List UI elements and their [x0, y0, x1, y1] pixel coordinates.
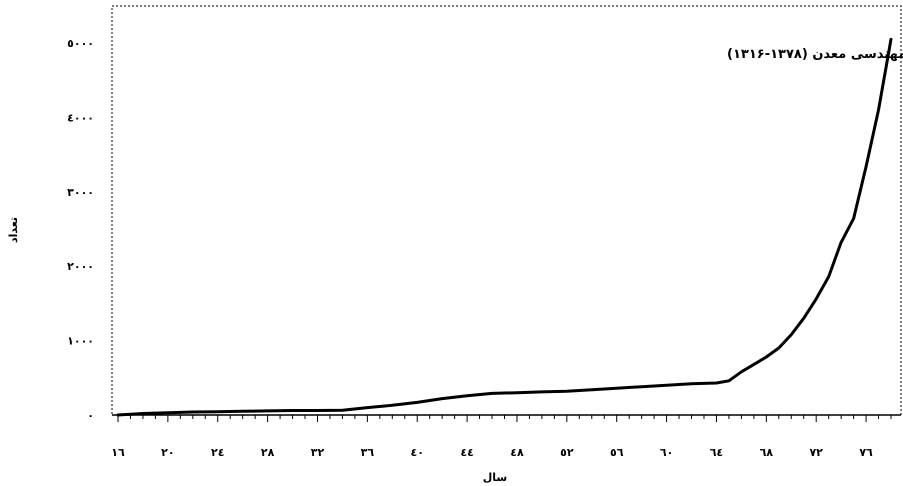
y-tick-label: ۱۰۰۰ [67, 335, 94, 348]
y-tick-label: ٥۰۰۰ [67, 37, 94, 50]
x-tick-label: ۳۲ [311, 446, 325, 459]
plot-frame [111, 5, 902, 416]
x-minor-ticks [117, 415, 892, 422]
x-tick-label: ٥۲ [560, 446, 574, 459]
y-tick-label: ۲۰۰۰ [67, 260, 94, 273]
x-tick-label: ٥٦ [610, 446, 624, 459]
x-tick-label: ۲۸ [261, 446, 275, 459]
x-tick-label: ٦٤ [710, 446, 723, 459]
x-tick-label: ۲٤ [211, 446, 224, 459]
y-tick-label: ۰ [87, 409, 94, 422]
y-tick-label: ٤۰۰۰ [67, 111, 94, 124]
x-tick-label: ٦۸ [760, 446, 774, 459]
x-tick-label: ۷۲ [809, 446, 823, 459]
series-line [116, 37, 893, 417]
x-tick-label: ٤۸ [510, 446, 524, 459]
x-tick-label: ۲۰ [161, 446, 174, 459]
y-tick-label: ۳۰۰۰ [67, 186, 94, 199]
y-tick-labels: ۰ ۱۰۰۰ ۲۰۰۰ ۳۰۰۰ ٤۰۰۰ ٥۰۰۰ [67, 37, 94, 422]
x-tick-label: ٦۰ [660, 446, 673, 459]
x-tick-label: ٤٤ [460, 446, 473, 459]
y-axis-title: تعداد [7, 217, 20, 243]
chart-title: نمودار تجمعی دانش آموختگان مهندسی معدن (… [727, 45, 903, 62]
x-tick-label: ٤۰ [411, 446, 424, 459]
x-tick-labels: ۱٦ ۲۰ ۲٤ ۲۸ ۳۲ ۳٦ ٤۰ ٤٤ ٤۸ ٥۲ ٥٦ ٦۰ ٦٤ ٦۸ ۷۲ ۷٦ [111, 446, 873, 459]
x-tick-label: ۱٦ [111, 446, 125, 459]
x-axis-title: سال [483, 471, 508, 484]
x-tick-label: ۷٦ [859, 446, 873, 459]
x-tick-label: ۳٦ [361, 446, 375, 459]
